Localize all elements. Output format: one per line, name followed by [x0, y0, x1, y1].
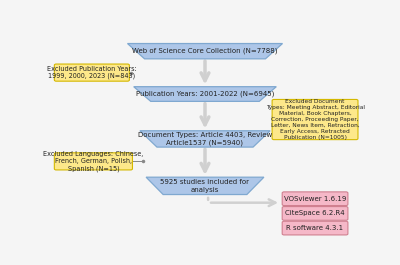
Polygon shape [134, 87, 276, 101]
Text: Web of Science Core Collection (N=7788): Web of Science Core Collection (N=7788) [132, 48, 278, 54]
Text: Excluded Document
Types: Meeting Abstract, Editorial
Material, Book Chapters,
Co: Excluded Document Types: Meeting Abstrac… [266, 99, 364, 140]
Polygon shape [140, 131, 270, 147]
Text: 5925 studies included for
analysis: 5925 studies included for analysis [160, 179, 250, 193]
FancyBboxPatch shape [54, 64, 129, 81]
FancyBboxPatch shape [272, 99, 358, 140]
Text: Document Types: Article 4403, Review
Article1537 (N=5940): Document Types: Article 4403, Review Art… [138, 132, 272, 146]
Text: Publication Years: 2001-2022 (N=6945): Publication Years: 2001-2022 (N=6945) [136, 91, 274, 97]
FancyBboxPatch shape [54, 153, 132, 170]
FancyBboxPatch shape [282, 207, 348, 220]
Polygon shape [128, 43, 282, 59]
Text: VOSviewer 1.6.19: VOSviewer 1.6.19 [284, 196, 346, 202]
Polygon shape [146, 177, 264, 195]
FancyBboxPatch shape [282, 192, 348, 206]
Text: R software 4.3.1: R software 4.3.1 [286, 225, 344, 231]
Text: CiteSpace 6.2.R4: CiteSpace 6.2.R4 [285, 210, 345, 217]
Text: Excluded Publication Years:
1999, 2000, 2023 (N=843): Excluded Publication Years: 1999, 2000, … [47, 66, 137, 80]
Text: Excluded Languages: Chinese,
French, German, Polish,
Spanish (N=15): Excluded Languages: Chinese, French, Ger… [43, 151, 144, 172]
FancyBboxPatch shape [282, 221, 348, 235]
